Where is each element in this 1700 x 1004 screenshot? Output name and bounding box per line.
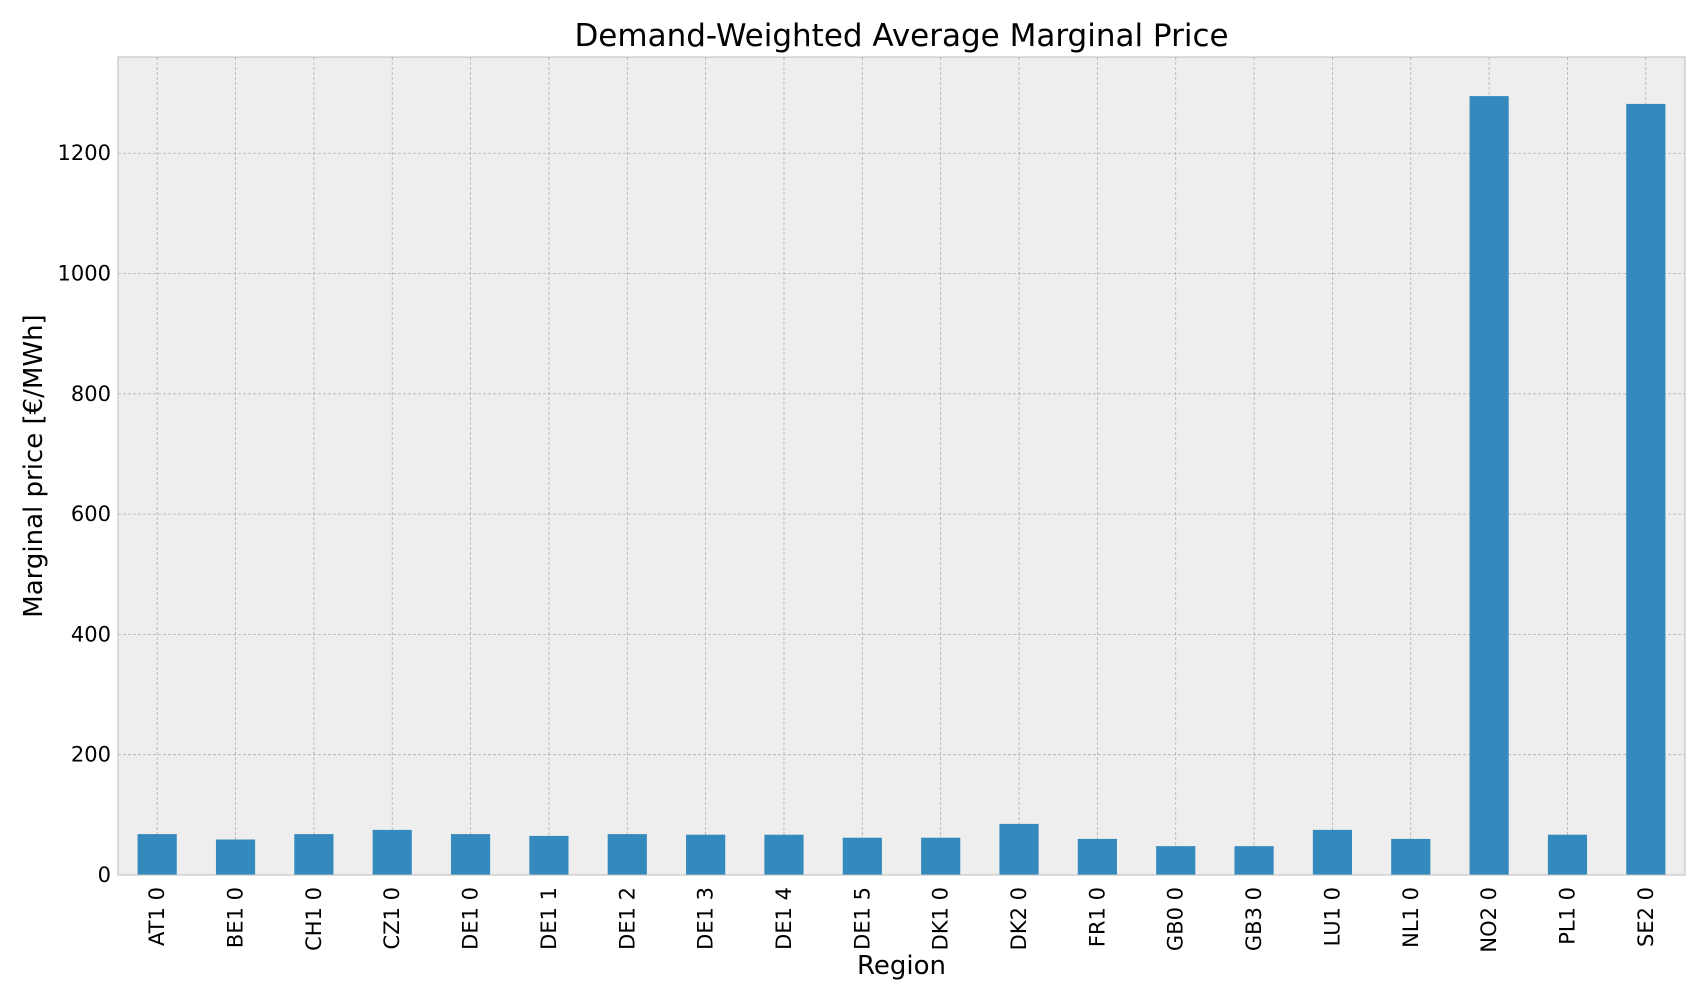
x-tick-label: LU1 0 bbox=[1320, 887, 1344, 946]
x-tick-label: BE1 0 bbox=[224, 887, 248, 948]
x-tick-label: DE1 1 bbox=[537, 887, 561, 950]
x-tick-label: CZ1 0 bbox=[380, 887, 404, 949]
bar-de1-3 bbox=[686, 834, 726, 875]
bar-de1-1 bbox=[529, 835, 569, 875]
y-axis-label: Marginal price [€/MWh] bbox=[19, 314, 49, 617]
y-tick-labels: 0 200 400 600 800 1000 1200 bbox=[58, 141, 111, 887]
bar-lu1-0 bbox=[1312, 829, 1353, 875]
x-tick-label: FR1 0 bbox=[1085, 887, 1109, 947]
x-tick-label: NL1 0 bbox=[1399, 887, 1423, 948]
x-tick-labels: AT1 0 BE1 0 CH1 0 CZ1 0 DE1 0 DE1 1 DE1 2 DE1 3… bbox=[145, 887, 1658, 953]
y-tick-label: 1000 bbox=[58, 262, 111, 286]
y-tick-label: 400 bbox=[71, 622, 111, 646]
x-tick-label: SE2 0 bbox=[1634, 887, 1658, 947]
y-tick-label: 600 bbox=[71, 502, 111, 526]
chart-title: Demand-Weighted Average Marginal Price bbox=[574, 18, 1228, 54]
x-tick-label: GB0 0 bbox=[1164, 887, 1188, 951]
grid-lines bbox=[118, 57, 1685, 875]
bar-gb3-0 bbox=[1234, 846, 1274, 875]
x-tick-label: DE1 2 bbox=[615, 887, 639, 950]
x-tick-label: DE1 0 bbox=[459, 887, 483, 950]
x-tick-label: DE1 5 bbox=[850, 887, 874, 950]
bar-se2-0 bbox=[1626, 103, 1666, 876]
bar-no2-0 bbox=[1469, 96, 1509, 876]
bar-nl1-0 bbox=[1391, 838, 1431, 875]
bar-de1-4 bbox=[764, 834, 804, 875]
y-tick-label: 1200 bbox=[58, 141, 111, 165]
y-tick-label: 0 bbox=[98, 863, 111, 887]
bar-be1-0 bbox=[215, 839, 256, 875]
plot-frame bbox=[117, 56, 1686, 876]
x-tick-label: DE1 4 bbox=[772, 887, 796, 950]
bar-fr1-0 bbox=[1077, 838, 1117, 875]
x-tick-label: AT1 0 bbox=[145, 887, 169, 946]
x-tick-label: CH1 0 bbox=[302, 887, 326, 951]
x-tick-label: DK2 0 bbox=[1007, 887, 1031, 950]
plot-background bbox=[118, 57, 1685, 875]
bars bbox=[137, 96, 1666, 876]
y-tick-label: 800 bbox=[71, 382, 111, 406]
bar-dk1-0 bbox=[921, 837, 961, 875]
y-tick-label: 200 bbox=[71, 743, 111, 767]
x-tick-label: PL1 0 bbox=[1555, 887, 1579, 945]
bar-pl1-0 bbox=[1547, 834, 1588, 875]
bar-ch1-0 bbox=[294, 834, 334, 875]
x-axis-label: Region bbox=[857, 951, 946, 981]
bar-de1-0 bbox=[450, 834, 491, 875]
x-tick-label: GB3 0 bbox=[1242, 887, 1266, 951]
bar-at1-0 bbox=[137, 834, 177, 875]
bar-gb0-0 bbox=[1156, 846, 1196, 875]
bar-dk2-0 bbox=[999, 823, 1039, 875]
bar-cz1-0 bbox=[372, 829, 412, 875]
x-tick-label: NO2 0 bbox=[1477, 887, 1501, 953]
bar-de1-5 bbox=[842, 837, 882, 875]
x-tick-label: DK1 0 bbox=[929, 887, 953, 950]
x-tick-label: DE1 3 bbox=[694, 887, 718, 950]
bar-de1-2 bbox=[607, 834, 647, 875]
